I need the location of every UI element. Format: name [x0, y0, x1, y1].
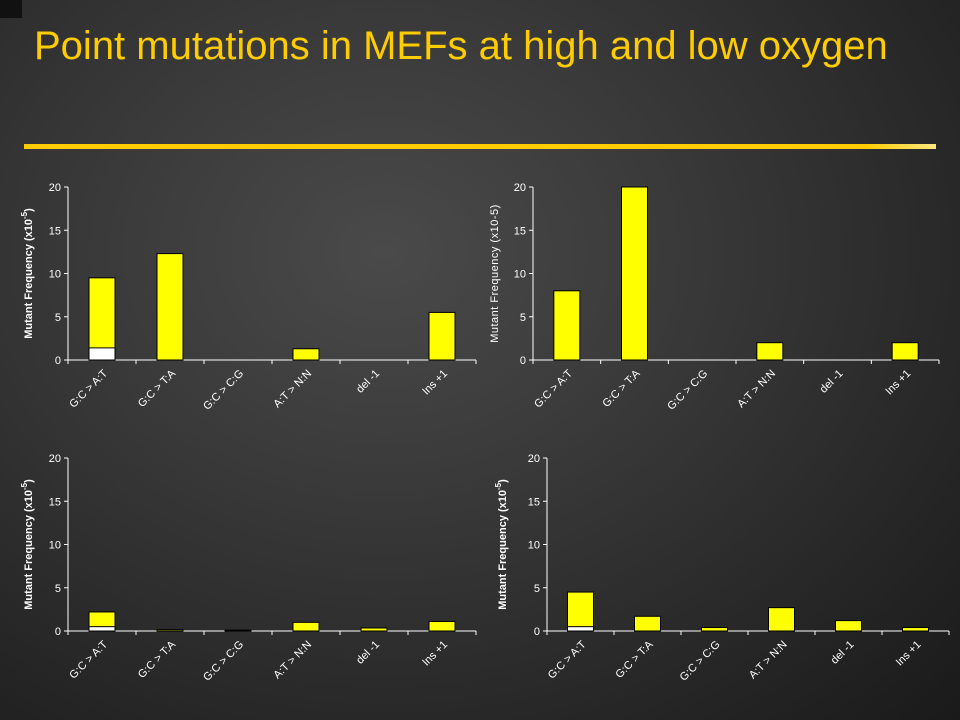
- y-tick-label: 20: [49, 453, 61, 465]
- title-underline: [24, 144, 936, 149]
- bar-1: [553, 290, 581, 361]
- y-axis-label-text: Mutant Frequency (x10: [23, 219, 35, 339]
- category-label: G:C > A:T: [67, 638, 110, 681]
- y-axis-label-superscript: -5: [494, 482, 503, 490]
- corner-block: [0, 0, 22, 18]
- chart-top-left: 0 5 10 15 20 G:C > A:T G:C > T:A G:C > C:G A:T >…: [20, 182, 477, 413]
- bar-3: [701, 627, 728, 632]
- y-tick-label: 0: [534, 626, 540, 638]
- y-tick-label: 20: [514, 182, 526, 194]
- bar-lower-segment-1: [88, 626, 116, 632]
- bar-6: [428, 620, 456, 632]
- bar-4: [768, 607, 795, 632]
- y-axis-label: Mutant Frequency (x10-5): [494, 479, 509, 610]
- y-axis-label-text: Mutant Frequency (x10-5): [489, 204, 501, 343]
- y-tick-label: 20: [49, 182, 61, 194]
- y-axis-label-close: ): [23, 208, 35, 212]
- chart-top-right: 0 5 10 15 20 G:C > A:T G:C > T:A G:C > C:G A:T >…: [489, 182, 940, 413]
- y-tick-label: 15: [528, 496, 540, 508]
- bar-4: [756, 342, 784, 361]
- y-axis-label: Mutant Frequency (x10-5): [20, 479, 35, 610]
- category-label: Ins +1: [420, 368, 450, 398]
- bar-2: [156, 253, 184, 361]
- bar-6: [428, 311, 456, 361]
- y-axis-label-superscript: -5: [20, 211, 29, 219]
- chart-bottom-right: 0 5 10 15 20 G:C > A:T G:C > T:A G:C > C:G A:T >…: [494, 453, 950, 684]
- category-label: Ins +1: [420, 639, 450, 669]
- bar-4: [292, 348, 320, 361]
- y-axis-label-close: ): [497, 479, 509, 483]
- y-tick-label: 15: [49, 225, 61, 237]
- category-label: G:C > A:T: [532, 367, 575, 410]
- category-label: A:T > N:N: [735, 368, 778, 411]
- chart-bottom-left: 0 5 10 15 20 G:C > A:T G:C > T:A G:C > C:G A:T >…: [20, 453, 477, 684]
- y-tick-label: 5: [520, 312, 526, 324]
- bar-6: [891, 342, 919, 361]
- bar-4: [292, 621, 320, 632]
- y-tick-label: 5: [534, 583, 540, 595]
- y-axis-label: Mutant Frequency (x10-5): [20, 208, 35, 339]
- category-label: G:C > C:G: [201, 368, 246, 413]
- category-label: G:C > T:A: [600, 367, 643, 410]
- y-tick-label: 5: [55, 583, 61, 595]
- bar-2: [621, 186, 648, 361]
- bar-6: [902, 627, 929, 632]
- category-label: G:C > C:G: [678, 639, 723, 684]
- category-label: G:C > T:A: [136, 367, 179, 410]
- y-tick-label: 15: [49, 496, 61, 508]
- bar-2: [156, 629, 184, 632]
- category-label: G:C > T:A: [613, 638, 656, 681]
- category-label: del -1: [354, 368, 382, 396]
- category-label: G:C > C:G: [201, 639, 246, 684]
- category-label: A:T > N:N: [271, 368, 314, 411]
- bar-5: [360, 627, 388, 632]
- category-label: del -1: [818, 368, 846, 396]
- y-tick-label: 10: [49, 540, 61, 552]
- y-tick-label: 10: [528, 540, 540, 552]
- bar-lower-segment-1: [88, 347, 116, 361]
- category-label: A:T > N:N: [271, 639, 314, 682]
- y-tick-label: 5: [55, 312, 61, 324]
- y-tick-label: 10: [514, 269, 526, 281]
- category-label: Ins +1: [894, 639, 924, 669]
- y-tick-label: 20: [528, 453, 540, 465]
- category-label: G:C > A:T: [67, 367, 110, 410]
- category-label: G:C > C:G: [665, 368, 710, 413]
- y-tick-label: 0: [520, 355, 526, 367]
- y-axis-label-close: ): [23, 479, 35, 483]
- bar-1: [567, 591, 594, 632]
- slide-title: Point mutations in MEFs at high and low …: [34, 24, 888, 68]
- y-tick-label: 0: [55, 626, 61, 638]
- y-tick-label: 10: [49, 269, 61, 281]
- y-tick-label: 15: [514, 225, 526, 237]
- bar-lower-segment-1: [567, 626, 594, 632]
- bar-2: [634, 615, 661, 632]
- bar-3: [224, 629, 252, 632]
- category-label: A:T > N:N: [747, 639, 790, 682]
- y-tick-label: 0: [55, 355, 61, 367]
- bar-5: [835, 620, 862, 632]
- category-label: Ins +1: [883, 368, 913, 398]
- category-label: G:C > T:A: [136, 638, 179, 681]
- category-label: del -1: [829, 639, 857, 667]
- y-axis-label: Mutant Frequency (x10-5): [489, 204, 501, 343]
- y-axis-label-text: Mutant Frequency (x10: [23, 490, 35, 610]
- y-axis-label-superscript: -5: [20, 482, 29, 490]
- category-label: del -1: [354, 639, 382, 667]
- category-label: G:C > A:T: [546, 638, 589, 681]
- y-axis-label-text: Mutant Frequency (x10: [497, 490, 509, 610]
